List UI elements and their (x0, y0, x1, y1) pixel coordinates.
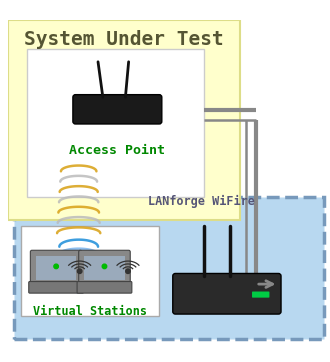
FancyBboxPatch shape (79, 250, 130, 286)
FancyBboxPatch shape (8, 20, 240, 220)
Text: System Under Test: System Under Test (24, 30, 224, 49)
Circle shape (54, 264, 58, 269)
Circle shape (126, 269, 130, 273)
FancyBboxPatch shape (84, 256, 125, 280)
FancyBboxPatch shape (77, 282, 132, 293)
FancyBboxPatch shape (14, 197, 323, 339)
FancyBboxPatch shape (73, 94, 162, 124)
Text: Access Point: Access Point (69, 144, 165, 157)
FancyBboxPatch shape (27, 49, 204, 197)
Text: LANforge WiFire: LANforge WiFire (148, 195, 254, 209)
Circle shape (78, 269, 82, 273)
FancyBboxPatch shape (30, 250, 82, 286)
FancyBboxPatch shape (21, 226, 159, 316)
FancyBboxPatch shape (36, 256, 77, 280)
Circle shape (73, 285, 81, 292)
FancyBboxPatch shape (252, 291, 269, 298)
FancyBboxPatch shape (29, 282, 83, 293)
FancyBboxPatch shape (173, 273, 281, 314)
Text: Virtual Stations: Virtual Stations (33, 305, 147, 318)
Circle shape (102, 264, 107, 269)
